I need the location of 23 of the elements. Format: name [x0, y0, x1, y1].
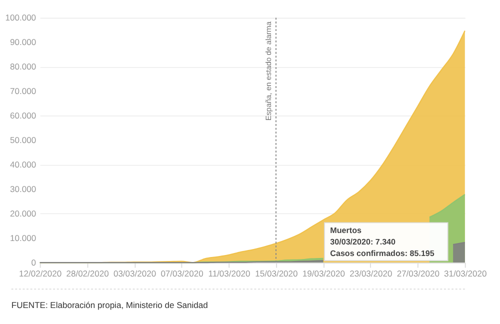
y-tick-label: 60.000: [10, 110, 36, 121]
y-tick-label: 50.000: [10, 135, 36, 145]
ref-line-label: España, en estado de alarma: [264, 20, 274, 121]
y-tick-label: 40.000: [10, 159, 36, 170]
y-tick-label: 30.000: [10, 184, 36, 194]
y-tick-label: 80.000: [10, 62, 36, 72]
x-tick-label: 15/03/2020: [255, 268, 298, 278]
x-tick-label: 07/03/2020: [160, 268, 204, 278]
y-tick-label: 20.000: [10, 208, 36, 218]
x-tick-label: 03/03/2020: [113, 268, 156, 278]
y-tick-label: 100.000: [5, 12, 36, 23]
source-note: FUENTE: Elaboración propia, Ministerio de Sanidad: [11, 300, 208, 310]
y-tick-label: 10.000: [10, 232, 36, 243]
x-tick-label: 23/03/2020: [350, 268, 392, 278]
x-tick-label: 28/02/2020: [66, 268, 110, 278]
y-tick-label: 0: [31, 257, 36, 268]
y-tick-label: 70.000: [10, 86, 36, 96]
x-tick-label: 31/03/2020: [444, 268, 487, 278]
x-tick-label: 27/03/2020: [396, 268, 440, 278]
y-tick-label: 90.000: [10, 37, 36, 48]
x-tick-label: 12/02/2020: [19, 268, 62, 278]
x-tick-label: 11/03/2020: [208, 268, 250, 278]
x-tick-label: 19/03/2020: [302, 268, 346, 278]
